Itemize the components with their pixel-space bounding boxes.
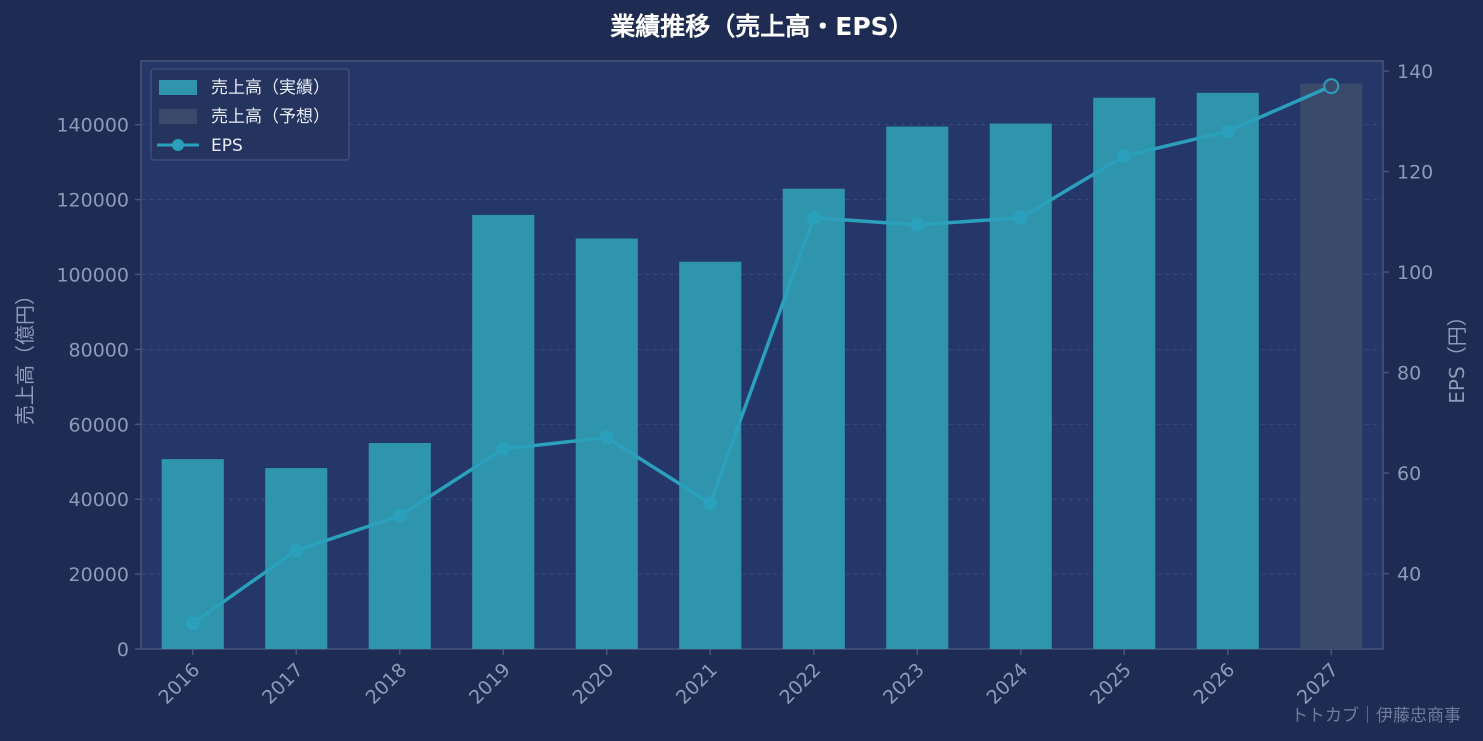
x-tick-label: 2021 (672, 659, 722, 709)
bar-2026 (1196, 92, 1259, 649)
bars (161, 83, 1363, 650)
eps-point-2024 (1013, 210, 1028, 225)
y2-axis-title: EPS（円） (1445, 306, 1469, 403)
bar-2024 (989, 123, 1052, 649)
y-axis-title: 売上高（億円） (13, 285, 37, 425)
chart-title: 業績推移（売上高・EPS） (610, 12, 913, 41)
y2-tick-label: 60 (1397, 463, 1421, 485)
legend-marker (172, 139, 184, 151)
legend-label: 売上高（予想） (211, 107, 330, 127)
x-tick-label: 2025 (1086, 659, 1136, 709)
x-tick-label: 2017 (258, 659, 308, 709)
x-tick-label: 2016 (155, 659, 205, 709)
eps-point-2019 (496, 441, 511, 456)
x-tick-label: 2023 (879, 659, 929, 709)
bar-2023 (886, 126, 949, 650)
legend-label: 売上高（実績） (211, 78, 330, 98)
x-tick-label: 2018 (362, 659, 412, 709)
legend-label: EPS (211, 136, 243, 156)
legend-swatch (159, 80, 197, 95)
y-tick-label: 20000 (69, 564, 129, 586)
x-tick-label: 2019 (465, 659, 515, 709)
y-tick-label: 100000 (56, 264, 129, 286)
x-tick-label: 2020 (569, 659, 619, 709)
eps-point-2025 (1117, 148, 1132, 163)
y-tick-label: 60000 (69, 414, 129, 436)
eps-point-2026 (1220, 124, 1235, 139)
bar-2025 (1093, 97, 1156, 649)
y-tick-label: 0 (117, 639, 129, 661)
legend-box (150, 68, 350, 161)
legend: 売上高（実績） 売上高（予想） EPS (150, 68, 350, 161)
bar-2019 (472, 214, 535, 650)
y-tick-label: 140000 (56, 115, 129, 137)
y2-tick-label: 120 (1397, 162, 1433, 184)
y2-tick-label: 140 (1397, 61, 1433, 83)
eps-point-2017 (289, 543, 304, 558)
x-tick-label: 2027 (1293, 659, 1343, 709)
watermark: トトカブ｜伊藤忠商事 (1291, 705, 1461, 726)
y2-tick-label: 80 (1397, 363, 1421, 385)
eps-point-2020 (599, 430, 614, 445)
eps-point-2023 (910, 217, 925, 232)
eps-point-2027 (1323, 78, 1340, 95)
eps-point-2018 (392, 508, 407, 523)
y-tick-label: 120000 (56, 190, 129, 212)
y2-tick-label: 100 (1397, 262, 1433, 284)
eps-line-layer (185, 78, 1340, 631)
y-tick-label: 40000 (69, 489, 129, 511)
eps-point-2021 (703, 496, 718, 511)
y-tick-label: 80000 (69, 339, 129, 361)
bar-2027 (1300, 83, 1363, 650)
eps-line (191, 84, 1332, 625)
grid-lines (141, 124, 1383, 575)
x-tick-label: 2024 (983, 659, 1033, 709)
x-tick-label: 2026 (1190, 659, 1240, 709)
bar-2017 (265, 468, 328, 649)
y2-tick-label: 40 (1397, 564, 1421, 586)
eps-point-2022 (806, 210, 821, 225)
eps-point-2016 (185, 616, 200, 631)
bar-2018 (368, 443, 431, 649)
bar-2021 (679, 261, 742, 649)
bar-2022 (782, 188, 845, 649)
legend-swatch (159, 109, 197, 124)
x-tick-label: 2022 (776, 659, 826, 709)
